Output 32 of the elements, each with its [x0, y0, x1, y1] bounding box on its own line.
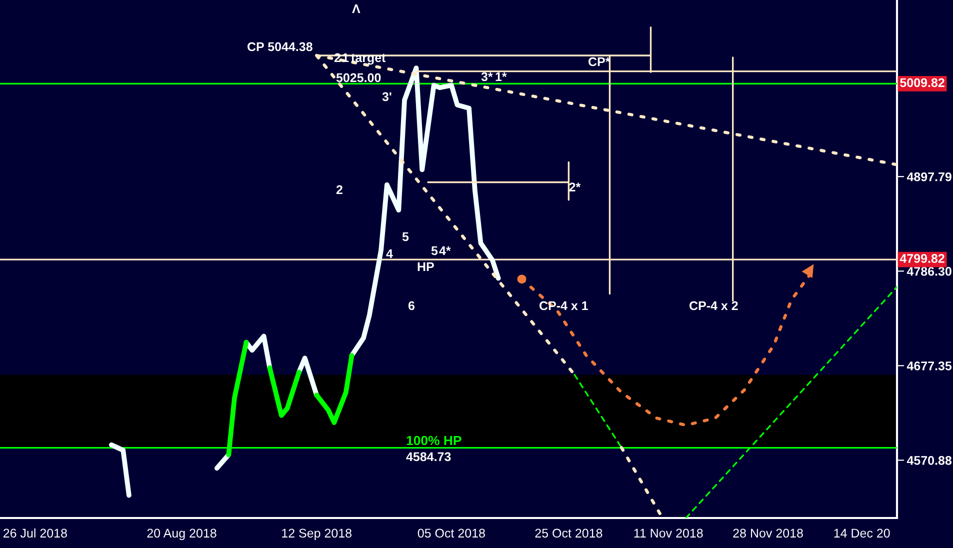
x-tick-label: 05 Oct 2018 [418, 528, 485, 538]
x-tick-label: 11 Nov 2018 [634, 528, 703, 538]
annotation: CP-4 x 2 [690, 301, 738, 310]
annotation: 4584.73 [406, 452, 451, 462]
annotation: 6 [408, 301, 414, 310]
annotation: 4 [386, 249, 393, 258]
annotation: 5 [431, 246, 438, 256]
x-tick-label: 14 Dec 20 [834, 528, 890, 538]
annotation: CP 5044.38 [248, 42, 312, 52]
annotation: 3* [481, 72, 493, 82]
annotation: CP-4 x 1 [540, 301, 588, 310]
annotation: target [351, 54, 386, 65]
annotation: 2 [336, 185, 342, 194]
ref-line-label: 100% HP [406, 436, 462, 446]
x-tick-label: 25 Oct 2018 [535, 528, 602, 538]
y-tick-label: 4677.35 [906, 361, 952, 370]
annotation: 5025.00 [336, 73, 381, 82]
annotation: 5 [402, 232, 409, 242]
annotation: 3' [382, 92, 392, 102]
y-tick-label: 4570.88 [906, 456, 952, 465]
y-tick-label: 4786.30 [906, 266, 952, 276]
annotation: Λ [352, 4, 360, 13]
ref-line-label: 4799.82 [900, 254, 944, 263]
annotation: 4* [439, 246, 451, 255]
x-tick-label: 12 Sep 2018 [282, 528, 352, 540]
annotation: 1* [496, 72, 507, 81]
x-tick-label: 20 Aug 2018 [147, 528, 216, 540]
annotation: HP [418, 262, 434, 271]
x-tick-label: 26 Jul 2018 [3, 528, 67, 538]
x-tick-label: 28 Nov 2018 [733, 528, 803, 538]
ref-line-label: 5009.82 [900, 78, 944, 88]
y-tick-label: 4897.79 [906, 172, 952, 182]
